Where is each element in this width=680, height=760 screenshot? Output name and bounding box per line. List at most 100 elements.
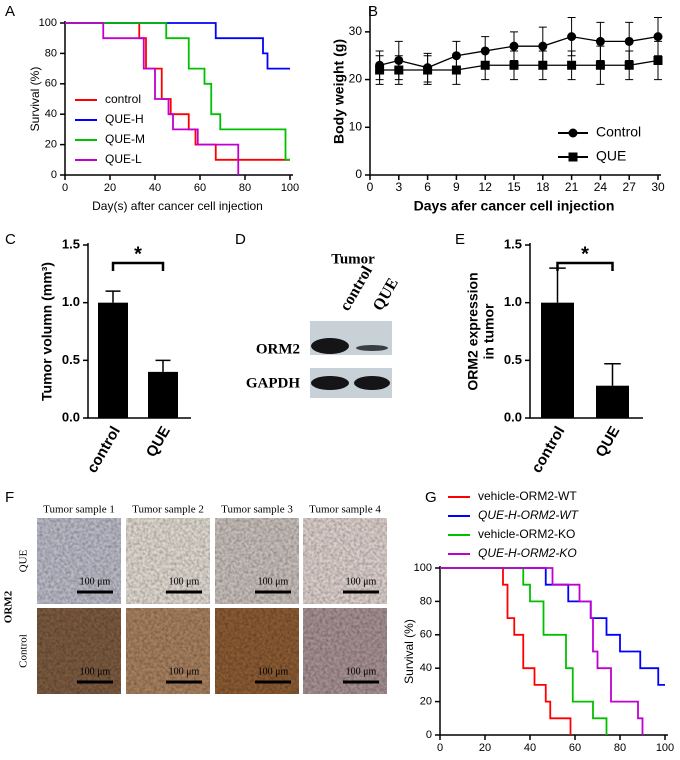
y-tick-label: 1.0 bbox=[504, 294, 522, 309]
y-tick-label: 20 bbox=[349, 72, 363, 86]
data-point bbox=[538, 60, 548, 70]
x-tick-label: 60 bbox=[194, 182, 206, 194]
x-tick-label: 0 bbox=[367, 180, 374, 194]
legend-label: QUE-H-ORM2-WT bbox=[478, 508, 580, 522]
x-tick-label: 20 bbox=[479, 742, 491, 754]
chart-panel: B 0 10 20 30 0 3 6 9 12 15 18 21 24 27 30 Days afer canc… bbox=[331, 3, 665, 214]
data-point bbox=[595, 36, 605, 46]
y-tick-label: 1.5 bbox=[504, 236, 522, 251]
data-point bbox=[451, 65, 461, 75]
legend-label: vehicle-ORM2-KO bbox=[478, 527, 575, 541]
sample-title: Tumor sample 2 bbox=[132, 504, 204, 516]
data-point bbox=[509, 41, 519, 51]
y-tick-label: 80 bbox=[45, 47, 57, 59]
histology-image bbox=[126, 608, 210, 694]
y-tick-label: 0 bbox=[51, 169, 57, 181]
series-line bbox=[379, 59, 659, 71]
x-tick-label: 18 bbox=[536, 180, 550, 194]
y-tick-label: 0 bbox=[426, 729, 432, 741]
data-point bbox=[423, 65, 433, 75]
lane-label: QUE bbox=[370, 275, 402, 314]
x-tick-label: 0 bbox=[437, 742, 443, 754]
scale-bar-label: 100 μm bbox=[258, 576, 289, 587]
x-tick-label: 12 bbox=[479, 180, 493, 194]
data-point bbox=[653, 55, 663, 65]
data-point bbox=[509, 60, 519, 70]
x-tick-label: 30 bbox=[651, 180, 665, 194]
sample-title: Tumor sample 3 bbox=[221, 504, 293, 516]
y-axis-label: Survival (%) bbox=[28, 67, 42, 132]
significance-label: * bbox=[134, 243, 142, 265]
x-tick-label: 80 bbox=[614, 742, 626, 754]
marker-label: ORM2 bbox=[3, 590, 15, 623]
survival-curve bbox=[65, 22, 290, 161]
blot-title: Tumor bbox=[331, 251, 375, 267]
histology-grid: F Tumor sample 1 Tumor sample 2 Tumor sa… bbox=[3, 489, 387, 694]
significance-label: * bbox=[581, 243, 589, 265]
scale-bar-label: 100 μm bbox=[346, 666, 377, 677]
y-tick-label: 10 bbox=[349, 119, 363, 133]
y-tick-label: 1.0 bbox=[62, 294, 80, 309]
panel-label: B bbox=[368, 3, 378, 20]
y-axis-label: in tumor bbox=[481, 303, 497, 360]
axis bbox=[64, 21, 293, 176]
significance-bracket bbox=[556, 261, 614, 271]
legend-label: QUE bbox=[596, 148, 626, 164]
histology-image bbox=[215, 608, 299, 694]
x-tick-label: 100 bbox=[656, 742, 674, 754]
x-tick-label: 9 bbox=[453, 180, 460, 194]
y-tick-label: 0.5 bbox=[504, 352, 522, 367]
x-tick-label: 60 bbox=[569, 742, 581, 754]
x-tick-label: 3 bbox=[395, 180, 402, 194]
scale-bar-label: 100 μm bbox=[346, 576, 377, 587]
x-tick-label: 20 bbox=[104, 182, 116, 194]
panel-label: C bbox=[5, 231, 16, 248]
error-bar bbox=[604, 363, 621, 386]
chart-panel: G020406080100020406080100Day(s) after ca… bbox=[402, 489, 674, 760]
data-point bbox=[538, 41, 548, 51]
y-axis-label: Tumor volumn (mm³) bbox=[39, 262, 55, 401]
histology-image bbox=[303, 608, 387, 694]
survival-curve bbox=[440, 567, 644, 735]
x-tick-label: 0 bbox=[62, 182, 68, 194]
data-point bbox=[567, 60, 577, 70]
y-tick-label: 100 bbox=[39, 17, 57, 29]
x-tick-label: 100 bbox=[281, 182, 299, 194]
category-label: control bbox=[84, 423, 124, 476]
data-point bbox=[624, 36, 634, 46]
x-tick-label: 21 bbox=[565, 180, 579, 194]
legend-label: QUE-H-ORM2-KO bbox=[478, 546, 577, 560]
legend-marker bbox=[568, 128, 578, 138]
y-tick-label: 60 bbox=[420, 629, 432, 641]
chart-panel: A 0 20 40 60 80 100 0 20 40 60 80 100 Day(s) after ca… bbox=[5, 3, 299, 213]
y-tick-label: 60 bbox=[45, 78, 57, 90]
western-blot: D Tumor control QUE ORM2 GAPDH bbox=[235, 231, 402, 398]
band-label: ORM2 bbox=[256, 341, 300, 357]
series-line bbox=[379, 35, 659, 69]
band-label: GAPDH bbox=[246, 375, 300, 391]
panel-label: D bbox=[235, 231, 246, 248]
y-tick-label: 80 bbox=[420, 595, 432, 607]
survival-curve bbox=[65, 22, 240, 175]
error-bar bbox=[155, 359, 171, 372]
survival-curve bbox=[65, 22, 290, 161]
bar bbox=[541, 302, 574, 418]
data-point bbox=[653, 32, 663, 42]
survival-curve bbox=[65, 22, 290, 70]
data-point bbox=[480, 60, 490, 70]
legend-label: control bbox=[105, 92, 141, 106]
x-tick-label: 15 bbox=[507, 180, 521, 194]
panel-label: G bbox=[425, 489, 437, 506]
histology-image bbox=[37, 608, 121, 694]
y-tick-label: 20 bbox=[45, 139, 57, 151]
y-axis-label: Body weight (g) bbox=[331, 39, 347, 144]
x-tick-label: 24 bbox=[594, 180, 608, 194]
histology-image bbox=[303, 518, 387, 604]
category-label: control bbox=[528, 423, 568, 476]
scale-bar-label: 100 μm bbox=[80, 666, 111, 677]
histology-image bbox=[37, 518, 121, 604]
y-axis-label: ORM2 expression bbox=[465, 272, 481, 390]
bar bbox=[148, 371, 178, 418]
histology-image bbox=[126, 518, 210, 604]
